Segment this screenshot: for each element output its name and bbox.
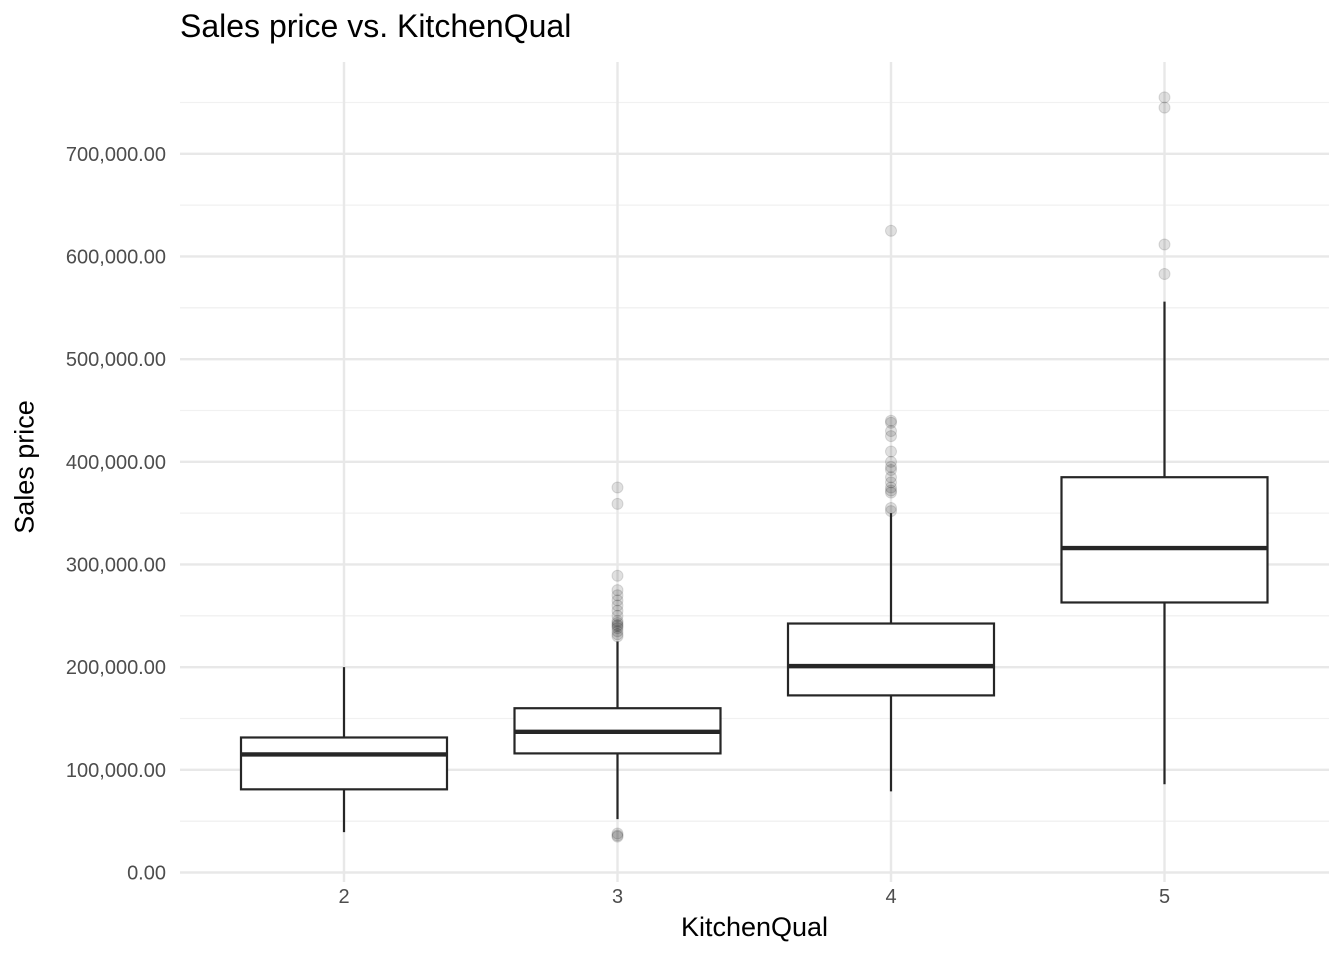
outlier-point xyxy=(885,464,897,477)
outlier-point xyxy=(611,829,624,842)
outlier-point xyxy=(885,430,897,443)
outlier-point xyxy=(1158,101,1171,114)
outlier-point xyxy=(611,609,624,622)
x-axis-title: KitchenQual xyxy=(680,912,829,942)
outlier-point xyxy=(611,594,624,607)
outlier-point xyxy=(611,628,624,641)
y-axis-title: Sales price xyxy=(9,400,40,534)
outlier-point xyxy=(885,460,897,473)
box-iqr xyxy=(1060,476,1269,604)
x-tick-label: 4 xyxy=(885,886,896,908)
chart-title: Sales price vs. KitchenQual xyxy=(180,8,572,44)
y-tick-label: 400,000.00 xyxy=(66,452,166,474)
outlier-point xyxy=(885,481,897,494)
outlier-point xyxy=(611,599,624,612)
outlier-point xyxy=(611,827,624,840)
y-tick-label: 200,000.00 xyxy=(66,657,166,679)
outlier-point xyxy=(1158,268,1171,281)
outlier-point xyxy=(611,617,624,630)
outlier-point xyxy=(611,620,624,633)
y-tick-label: 600,000.00 xyxy=(66,246,166,268)
outlier-point xyxy=(611,604,624,617)
outlier-point xyxy=(885,445,897,458)
outlier-point xyxy=(611,569,624,582)
outlier-point xyxy=(885,425,897,438)
outlier-point xyxy=(611,497,624,510)
outlier-point xyxy=(611,614,624,627)
outlier-point xyxy=(611,481,624,494)
outlier-point xyxy=(885,476,897,489)
outlier-point xyxy=(611,830,624,843)
outlier-point xyxy=(885,455,897,468)
x-tick-label: 2 xyxy=(338,886,349,908)
outlier-point xyxy=(1158,91,1171,104)
y-tick-label: 500,000.00 xyxy=(66,349,166,371)
outlier-point xyxy=(885,486,897,499)
outlier-point xyxy=(611,589,624,602)
y-tick-label: 300,000.00 xyxy=(66,554,166,576)
x-tick-label: 3 xyxy=(612,886,623,908)
outlier-point xyxy=(885,416,897,429)
y-tick-label: 100,000.00 xyxy=(66,760,166,782)
outlier-point xyxy=(611,584,624,597)
outlier-point xyxy=(885,471,897,484)
x-tick-label: 5 xyxy=(1159,886,1170,908)
outlier-point xyxy=(611,622,624,635)
outlier-point xyxy=(885,502,897,515)
box-iqr xyxy=(239,736,449,791)
outlier-point xyxy=(885,414,897,427)
box-iqr xyxy=(786,622,996,697)
outlier-point xyxy=(885,224,897,237)
y-tick-label: 0.00 xyxy=(127,863,166,885)
outlier-point xyxy=(611,619,624,632)
outlier-point xyxy=(1158,238,1171,251)
outlier-point xyxy=(611,625,624,638)
outlier-point xyxy=(885,484,897,497)
y-tick-label: 700,000.00 xyxy=(66,144,166,166)
